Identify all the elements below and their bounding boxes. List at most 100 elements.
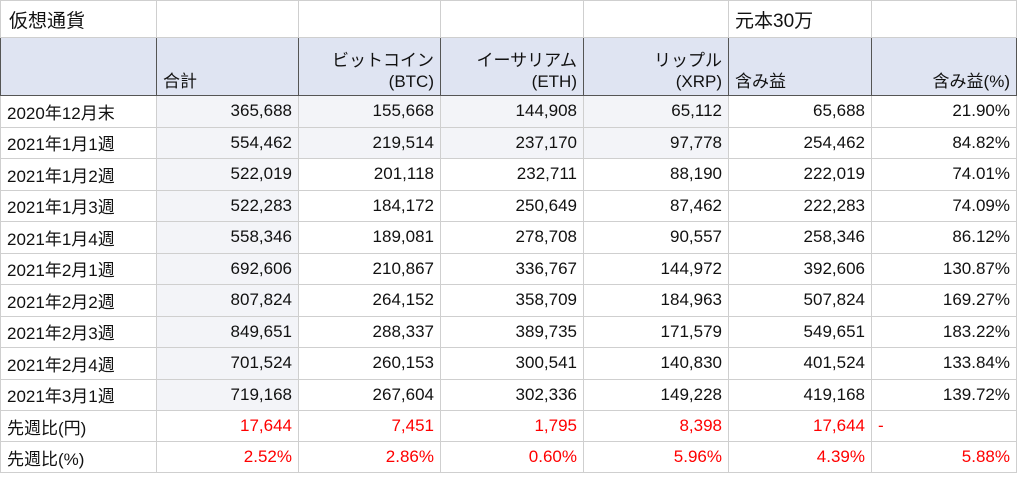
cell-total[interactable]: 849,651 bbox=[156, 315, 299, 348]
cell-gain[interactable]: 222,019 bbox=[728, 158, 872, 191]
row-date[interactable]: 2021年3月1週 bbox=[0, 378, 157, 411]
cell-total[interactable]: 365,688 bbox=[156, 95, 299, 128]
cell-total[interactable]: 719,168 bbox=[156, 378, 299, 411]
diff-pct-gain-pct[interactable]: 5.88% bbox=[871, 441, 1017, 473]
cell-eth[interactable]: 232,711 bbox=[440, 158, 584, 191]
header-gain-pct[interactable]: 含み益(%) bbox=[871, 37, 1017, 96]
cell-gain[interactable]: 419,168 bbox=[728, 378, 872, 411]
cell-gain-pct[interactable]: 84.82% bbox=[871, 126, 1017, 159]
cell-eth[interactable]: 336,767 bbox=[440, 252, 584, 285]
cell-xrp[interactable]: 171,579 bbox=[583, 315, 729, 348]
diff-yen-btc[interactable]: 7,451 bbox=[298, 410, 441, 442]
cell-gain-pct[interactable]: 169.27% bbox=[871, 284, 1017, 317]
sheet-title[interactable]: 仮想通貨 bbox=[0, 0, 157, 38]
cell-btc[interactable]: 155,668 bbox=[298, 95, 441, 128]
cell-eth[interactable]: 389,735 bbox=[440, 315, 584, 348]
cell-gain[interactable]: 401,524 bbox=[728, 347, 872, 380]
header-xrp[interactable]: リップル (XRP) bbox=[583, 37, 729, 96]
cell-empty[interactable] bbox=[440, 0, 584, 38]
cell-gain-pct[interactable]: 86.12% bbox=[871, 221, 1017, 254]
principal-note[interactable]: 元本30万 bbox=[728, 0, 872, 38]
cell-btc[interactable]: 210,867 bbox=[298, 252, 441, 285]
cell-btc[interactable]: 288,337 bbox=[298, 315, 441, 348]
cell-btc[interactable]: 264,152 bbox=[298, 284, 441, 317]
cell-xrp[interactable]: 144,972 bbox=[583, 252, 729, 285]
cell-eth[interactable]: 300,541 bbox=[440, 347, 584, 380]
cell-xrp[interactable]: 88,190 bbox=[583, 158, 729, 191]
diff-pct-gain[interactable]: 4.39% bbox=[728, 441, 872, 473]
cell-empty[interactable] bbox=[298, 0, 441, 38]
cell-gain-pct[interactable]: 74.01% bbox=[871, 158, 1017, 191]
cell-eth[interactable]: 144,908 bbox=[440, 95, 584, 128]
table-row: 2021年2月1週 692,606 210,867 336,767 144,97… bbox=[0, 252, 1017, 285]
header-total[interactable]: 合計 bbox=[156, 37, 299, 96]
diff-pct-label[interactable]: 先週比(%) bbox=[0, 441, 157, 473]
row-date[interactable]: 2021年2月4週 bbox=[0, 347, 157, 380]
cell-xrp[interactable]: 184,963 bbox=[583, 284, 729, 317]
cell-total[interactable]: 522,019 bbox=[156, 158, 299, 191]
cell-gain-pct[interactable]: 133.84% bbox=[871, 347, 1017, 380]
cell-btc[interactable]: 219,514 bbox=[298, 126, 441, 159]
cell-xrp[interactable]: 149,228 bbox=[583, 378, 729, 411]
cell-gain[interactable]: 258,346 bbox=[728, 221, 872, 254]
cell-btc[interactable]: 260,153 bbox=[298, 347, 441, 380]
row-date[interactable]: 2021年2月3週 bbox=[0, 315, 157, 348]
cell-btc[interactable]: 184,172 bbox=[298, 189, 441, 222]
cell-total[interactable]: 522,283 bbox=[156, 189, 299, 222]
cell-eth[interactable]: 250,649 bbox=[440, 189, 584, 222]
row-date[interactable]: 2021年1月4週 bbox=[0, 221, 157, 254]
cell-xrp[interactable]: 97,778 bbox=[583, 126, 729, 159]
cell-total[interactable]: 701,524 bbox=[156, 347, 299, 380]
cell-xrp[interactable]: 65,112 bbox=[583, 95, 729, 128]
cell-empty[interactable] bbox=[583, 0, 729, 38]
cell-eth[interactable]: 358,709 bbox=[440, 284, 584, 317]
row-date[interactable]: 2021年2月2週 bbox=[0, 284, 157, 317]
cell-total[interactable]: 807,824 bbox=[156, 284, 299, 317]
cell-total[interactable]: 554,462 bbox=[156, 126, 299, 159]
cell-gain-pct[interactable]: 130.87% bbox=[871, 252, 1017, 285]
cell-xrp[interactable]: 90,557 bbox=[583, 221, 729, 254]
diff-yen-gain-pct[interactable]: - bbox=[871, 410, 1017, 442]
header-eth[interactable]: イーサリアム (ETH) bbox=[440, 37, 584, 96]
cell-btc[interactable]: 201,118 bbox=[298, 158, 441, 191]
cell-eth[interactable]: 237,170 bbox=[440, 126, 584, 159]
diff-pct-row: 先週比(%) 2.52% 2.86% 0.60% 5.96% 4.39% 5.8… bbox=[0, 441, 1017, 473]
diff-pct-xrp[interactable]: 5.96% bbox=[583, 441, 729, 473]
cell-gain-pct[interactable]: 183.22% bbox=[871, 315, 1017, 348]
cell-gain[interactable]: 222,283 bbox=[728, 189, 872, 222]
cell-gain[interactable]: 65,688 bbox=[728, 95, 872, 128]
cell-empty[interactable] bbox=[156, 0, 299, 38]
diff-pct-eth[interactable]: 0.60% bbox=[440, 441, 584, 473]
header-btc[interactable]: ビットコイン (BTC) bbox=[298, 37, 441, 96]
row-date[interactable]: 2021年1月1週 bbox=[0, 126, 157, 159]
cell-gain[interactable]: 254,462 bbox=[728, 126, 872, 159]
cell-gain-pct[interactable]: 21.90% bbox=[871, 95, 1017, 128]
cell-empty[interactable] bbox=[871, 0, 1017, 38]
diff-pct-btc[interactable]: 2.86% bbox=[298, 441, 441, 473]
row-date[interactable]: 2021年1月2週 bbox=[0, 158, 157, 191]
cell-gain-pct[interactable]: 139.72% bbox=[871, 378, 1017, 411]
diff-pct-total[interactable]: 2.52% bbox=[156, 441, 299, 473]
cell-xrp[interactable]: 87,462 bbox=[583, 189, 729, 222]
cell-eth[interactable]: 302,336 bbox=[440, 378, 584, 411]
row-date[interactable]: 2020年12月末 bbox=[0, 95, 157, 128]
cell-btc[interactable]: 189,081 bbox=[298, 221, 441, 254]
cell-gain[interactable]: 507,824 bbox=[728, 284, 872, 317]
cell-gain[interactable]: 549,651 bbox=[728, 315, 872, 348]
cell-btc[interactable]: 267,604 bbox=[298, 378, 441, 411]
cell-total[interactable]: 692,606 bbox=[156, 252, 299, 285]
cell-gain-pct[interactable]: 74.09% bbox=[871, 189, 1017, 222]
diff-yen-gain[interactable]: 17,644 bbox=[728, 410, 872, 442]
diff-yen-label[interactable]: 先週比(円) bbox=[0, 410, 157, 442]
header-gain[interactable]: 含み益 bbox=[728, 37, 872, 96]
cell-gain[interactable]: 392,606 bbox=[728, 252, 872, 285]
diff-yen-xrp[interactable]: 8,398 bbox=[583, 410, 729, 442]
header-corner-cell[interactable] bbox=[0, 37, 157, 96]
cell-total[interactable]: 558,346 bbox=[156, 221, 299, 254]
row-date[interactable]: 2021年1月3週 bbox=[0, 189, 157, 222]
row-date[interactable]: 2021年2月1週 bbox=[0, 252, 157, 285]
cell-eth[interactable]: 278,708 bbox=[440, 221, 584, 254]
diff-yen-total[interactable]: 17,644 bbox=[156, 410, 299, 442]
diff-yen-eth[interactable]: 1,795 bbox=[440, 410, 584, 442]
cell-xrp[interactable]: 140,830 bbox=[583, 347, 729, 380]
